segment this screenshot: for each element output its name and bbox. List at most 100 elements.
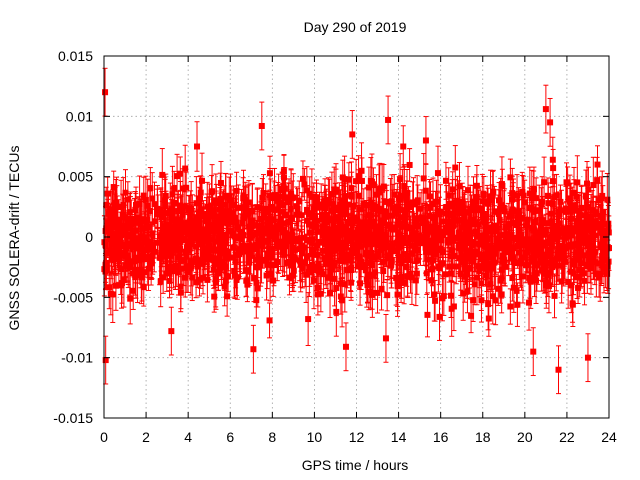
data-point (263, 272, 270, 279)
data-point (405, 257, 412, 264)
data-point (410, 236, 417, 243)
data-point (262, 205, 269, 212)
data-point (422, 187, 429, 194)
data-point (526, 190, 533, 197)
data-point (193, 229, 200, 236)
data-point (549, 178, 556, 185)
data-point (128, 221, 135, 228)
data-point-group (424, 292, 431, 338)
data-point (549, 156, 556, 163)
data-point (420, 175, 427, 182)
data-point (418, 214, 425, 221)
data-point (233, 276, 240, 283)
data-point (605, 220, 612, 227)
data-point (590, 220, 597, 227)
data-point (249, 207, 256, 214)
data-point (242, 204, 249, 211)
data-point (412, 277, 419, 284)
data-point (238, 204, 245, 211)
data-point (553, 192, 560, 199)
data-point (379, 231, 386, 238)
data-point (573, 193, 580, 200)
data-point (293, 211, 300, 218)
data-point (154, 239, 161, 246)
data-point (343, 235, 350, 242)
data-point (253, 297, 260, 304)
data-point (462, 222, 469, 229)
data-point (507, 303, 514, 310)
data-point (140, 283, 147, 290)
data-point (327, 290, 334, 297)
data-point (302, 259, 309, 266)
data-point (157, 207, 164, 214)
data-point (385, 221, 392, 228)
data-point (355, 263, 362, 270)
data-point (444, 239, 451, 246)
data-point (519, 188, 526, 195)
data-point (509, 275, 516, 282)
data-point (536, 207, 543, 214)
data-point (576, 212, 583, 219)
data-point (384, 292, 391, 299)
data-point (332, 236, 339, 243)
data-point (446, 263, 453, 270)
data-point (110, 184, 117, 191)
data-point (126, 209, 133, 216)
data-point (258, 257, 265, 264)
data-point (172, 268, 179, 275)
data-point (254, 256, 261, 263)
data-point (148, 260, 155, 267)
data-point (154, 205, 161, 212)
data-point (127, 295, 134, 302)
data-point (470, 297, 477, 304)
data-point (222, 192, 229, 199)
data-point (406, 161, 413, 168)
data-point (225, 208, 232, 215)
data-point (503, 231, 510, 238)
data-point (296, 198, 303, 205)
data-point (118, 203, 125, 210)
data-point (470, 258, 477, 265)
data-point (426, 193, 433, 200)
data-point (365, 184, 372, 191)
data-point (240, 195, 247, 202)
data-point (183, 244, 190, 251)
data-point (189, 274, 196, 281)
data-point (159, 171, 166, 178)
data-point (170, 224, 177, 231)
data-point (549, 200, 556, 207)
data-point (271, 224, 278, 231)
data-point (389, 243, 396, 250)
data-point (136, 200, 143, 207)
data-point (260, 190, 267, 197)
data-point (162, 203, 169, 210)
data-point (235, 204, 242, 211)
data-point (435, 263, 442, 270)
data-point (604, 270, 611, 277)
data-point (124, 196, 131, 203)
data-point (182, 165, 189, 172)
data-point (231, 272, 238, 279)
data-point (585, 186, 592, 193)
data-point (310, 214, 317, 221)
data-point (513, 287, 520, 294)
data-point (227, 254, 234, 261)
data-point (151, 218, 158, 225)
data-point (410, 201, 417, 208)
data-point (432, 297, 439, 304)
data-point (193, 279, 200, 286)
data-point-group (225, 260, 232, 293)
data-point (527, 278, 534, 285)
data-point (501, 208, 508, 215)
data-point (567, 208, 574, 215)
data-point (436, 246, 443, 253)
data-point (324, 274, 331, 281)
data-point (443, 210, 450, 217)
data-point-group (266, 302, 273, 339)
data-point (104, 190, 111, 197)
data-point (333, 308, 340, 315)
data-point (174, 173, 181, 180)
data-point (213, 199, 220, 206)
data-point (471, 281, 478, 288)
